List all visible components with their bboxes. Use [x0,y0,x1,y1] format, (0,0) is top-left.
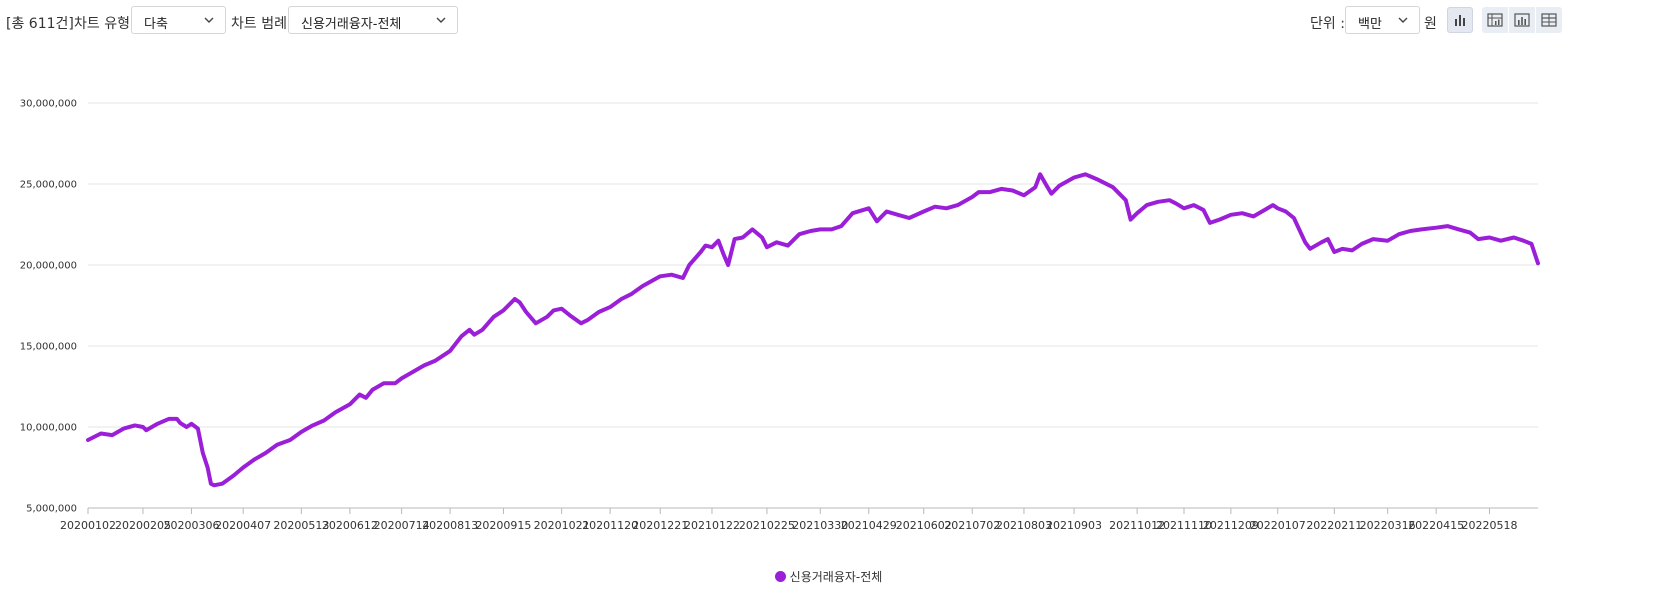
x-tick-label: 20220415 [1408,519,1464,532]
chart-legend-value: 신용거래융자-전체 [301,17,402,32]
bar-chart-icon [1455,15,1465,26]
x-tick-label: 20220518 [1462,519,1518,532]
x-tick-label: 20210330 [792,519,848,532]
y-tick-label: 30,000,000 [20,99,77,110]
x-tick-label: 20200102 [60,519,116,532]
y-tick-label: 25,000,000 [20,180,77,191]
chevron-down-icon [204,17,214,23]
x-tick-label: 20210803 [996,519,1052,532]
chart-legend-select[interactable]: 신용거래융자-전체 [288,6,458,34]
x-tick-label: 20200813 [422,519,478,532]
x-tick-label: 20220316 [1360,519,1416,532]
x-tick-label: 20220211 [1306,519,1362,532]
x-tick-label: 20220107 [1250,519,1306,532]
chart-only-view-button[interactable] [1509,7,1535,33]
chart-legend[interactable]: 신용거래융자-전체 [0,568,1657,585]
y-tick-label: 10,000,000 [20,423,77,434]
unit-label: 단위 : [1310,16,1345,32]
legend-series-label: 신용거래융자-전체 [789,570,883,584]
currency-label: 원 [1424,16,1437,32]
y-tick-label: 5,000,000 [26,504,77,515]
x-tick-label: 20200612 [322,519,378,532]
x-tick-label: 20211110 [1156,519,1212,532]
chevron-down-icon [1398,17,1408,23]
x-tick-label: 20201120 [582,519,638,532]
x-tick-label: 20200205 [115,519,171,532]
chart-type-label: 차트 유형 [74,16,130,32]
bar-chart-view-button[interactable] [1447,7,1473,33]
toolbar: [총 611건] 차트 유형 다축 차트 범례 신용거래융자-전체 단위 : 백… [0,6,1657,36]
legend-series-marker [774,571,786,582]
x-tick-label: 20201221 [632,519,688,532]
x-tick-label: 20200306 [163,519,219,532]
x-tick-label: 20200513 [273,519,329,532]
chart-frame-icon [1514,13,1530,27]
y-tick-label: 20,000,000 [20,261,77,272]
total-count: [총 611건] [6,16,74,32]
x-tick-label: 20201021 [534,519,590,532]
table-icon [1541,13,1557,27]
unit-value: 백만 [1358,17,1382,32]
table-only-view-button[interactable] [1536,7,1562,33]
unit-select[interactable]: 백만 [1345,6,1420,34]
chevron-down-icon [436,17,446,23]
chart-type-select[interactable]: 다축 [131,6,226,34]
x-tick-label: 20211012 [1109,519,1165,532]
x-tick-label: 20210903 [1046,519,1102,532]
table-with-chart-icon [1487,13,1503,27]
x-tick-label: 20210429 [841,519,897,532]
y-tick-label: 15,000,000 [20,342,77,353]
chart-type-value: 다축 [144,17,168,32]
x-tick-label: 20210225 [739,519,795,532]
x-tick-label: 20210122 [684,519,740,532]
x-tick-label: 20200407 [215,519,271,532]
table-chart-view-button[interactable] [1482,7,1508,33]
x-tick-label: 20210702 [944,519,1000,532]
x-tick-label: 20200714 [374,519,430,532]
chart-legend-label: 차트 범례 [231,16,287,32]
x-tick-label: 20200915 [475,519,531,532]
x-tick-label: 20211209 [1203,519,1259,532]
x-tick-label: 20210602 [896,519,952,532]
series-line [86,172,1540,488]
